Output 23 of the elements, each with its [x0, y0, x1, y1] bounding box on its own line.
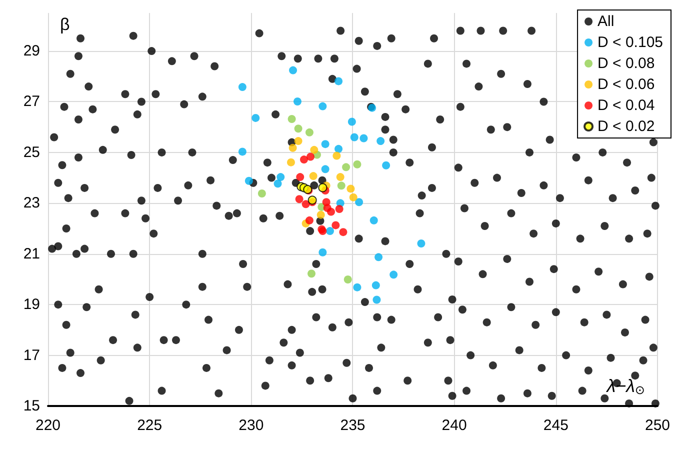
- y-axis-title: β: [60, 15, 70, 34]
- x-tick-label: 245: [543, 417, 568, 434]
- x-tick-label: 220: [35, 417, 61, 434]
- y-tick-label: 27: [23, 93, 40, 110]
- legend-label: D < 0.105: [598, 34, 664, 51]
- legend-label: D < 0.02: [598, 118, 655, 135]
- y-tick-label: 25: [23, 144, 40, 161]
- legend-label: D < 0.08: [598, 55, 655, 72]
- y-tick-label: 19: [23, 296, 40, 314]
- y-tick-label: 29: [23, 42, 40, 60]
- y-tick-label: 21: [23, 245, 40, 262]
- y-tick-label: 15: [23, 398, 40, 414]
- legend-label: All: [598, 13, 614, 30]
- x-tick-label: 240: [442, 417, 467, 434]
- x-tick-label: 250: [644, 417, 670, 434]
- x-tick-label: 225: [137, 417, 162, 434]
- y-tick-label: 23: [23, 194, 40, 212]
- x-tick-label: 235: [340, 417, 366, 434]
- y-tick-label: 17: [23, 346, 40, 364]
- x-tick-label: 230: [238, 417, 264, 434]
- legend-label: D < 0.06: [598, 76, 655, 93]
- x-axis-title: λ−λ⊙: [606, 376, 646, 397]
- legend-label: D < 0.04: [598, 97, 655, 114]
